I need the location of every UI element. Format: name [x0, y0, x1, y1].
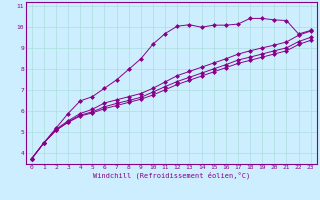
- X-axis label: Windchill (Refroidissement éolien,°C): Windchill (Refroidissement éolien,°C): [92, 172, 250, 179]
